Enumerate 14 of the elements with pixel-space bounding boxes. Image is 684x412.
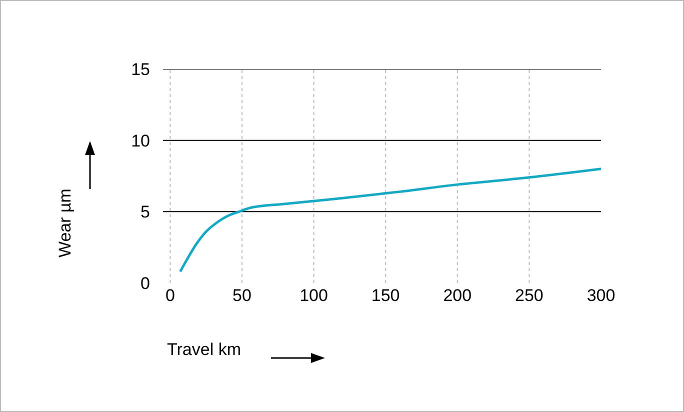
x-tick-label: 50 (232, 286, 252, 305)
x-tick-label: 300 (586, 286, 616, 305)
y-axis-title: Wear µm (55, 188, 74, 258)
x-tick-label: 100 (300, 286, 328, 305)
line-series (178, 168, 601, 273)
x-tick-label: 150 (371, 286, 400, 305)
y-tick-label: 15 (131, 60, 150, 79)
x-axis-title: Travel km (167, 340, 241, 359)
y-tick-label: 10 (131, 131, 150, 150)
x-tick-label: 200 (443, 286, 472, 305)
y-tick-label: 0 (140, 274, 150, 293)
x-tick-label: 0 (165, 286, 175, 305)
x-tick-label: 250 (515, 286, 544, 305)
y-tick-label: 5 (140, 202, 150, 222)
